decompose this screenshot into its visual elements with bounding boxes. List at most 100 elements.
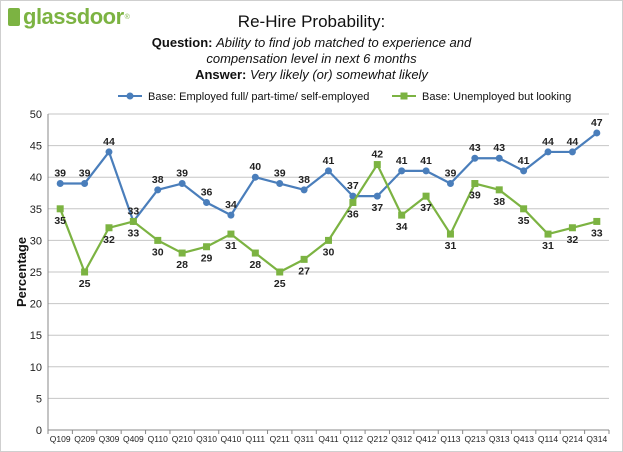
data-point [495,186,503,194]
chart-title: Re-Hire Probability: [237,12,386,31]
data-point [349,198,357,206]
data-label: 38 [493,196,505,208]
data-label: 32 [103,234,115,246]
x-tick-label: Q411 [318,434,338,444]
data-label: 41 [323,155,335,167]
data-point [178,249,186,257]
answer-line: Answer: Very likely (or) somewhat likely [0,67,623,82]
data-point [373,192,381,200]
data-label: 28 [176,259,188,271]
data-label: 33 [128,205,140,217]
x-tick-label: Q110 [148,434,168,444]
data-label: 41 [396,155,408,167]
data-label: 33 [591,227,603,239]
data-label: 32 [567,234,579,246]
data-label: 39 [469,190,481,202]
data-label: 35 [518,215,530,227]
data-point [227,230,235,238]
data-point [398,167,406,175]
data-label: 34 [396,221,408,233]
data-point [276,180,284,188]
y-tick-label: 25 [30,267,42,279]
x-tick-label: Q314 [586,434,607,444]
x-tick-label: Q212 [367,434,388,444]
data-label: 27 [298,265,310,277]
data-point [471,154,479,162]
data-point [373,161,381,169]
y-tick-label: 20 [30,299,42,311]
data-label: 31 [542,240,554,252]
data-point [568,148,576,156]
data-point [105,148,113,156]
data-point [105,224,113,232]
x-tick-label: Q213 [464,434,485,444]
data-label: 42 [371,149,383,161]
data-point [593,129,601,137]
data-point [544,230,552,238]
data-point [227,211,235,219]
data-label: 25 [274,278,286,290]
y-tick-label: 10 [30,362,42,374]
data-point [446,230,454,238]
data-label: 41 [518,155,530,167]
data-point [544,148,552,156]
data-label: 35 [54,215,66,227]
x-tick-label: Q114 [538,434,558,444]
legend-label-0: Base: Employed full/ part-time/ self-emp… [148,91,369,103]
data-point [251,249,259,257]
data-label: 39 [79,168,91,180]
data-label: 43 [493,142,505,154]
data-label: 37 [420,202,432,214]
legend-marker-circle-icon [126,92,134,100]
data-point [203,243,211,251]
x-tick-label: Q311 [294,434,314,444]
data-label: 43 [469,142,481,154]
data-label: 31 [445,240,457,252]
x-tick-label: Q313 [489,434,510,444]
data-label: 39 [274,168,286,180]
x-tick-label: Q112 [343,434,363,444]
data-point [593,217,601,225]
x-tick-label: Q210 [172,434,193,444]
data-point [471,180,479,188]
data-point [398,211,406,219]
data-point [422,192,430,200]
glassdoor-logo: glassdoor ® [8,4,130,30]
data-label: 37 [371,202,383,214]
data-label: 39 [445,168,457,180]
question-text-1: Ability to find job matched to experienc… [216,35,472,50]
data-label: 44 [103,136,115,148]
data-label: 33 [128,227,140,239]
data-label: 47 [591,117,603,129]
glassdoor-logo-icon [8,8,20,26]
data-point [56,180,64,188]
y-tick-label: 0 [36,425,42,437]
x-tick-label: Q209 [74,434,95,444]
data-point [325,236,332,244]
y-tick-label: 50 [30,109,42,121]
data-point [422,167,430,175]
data-point [446,180,454,188]
data-point [251,173,259,181]
data-point [300,255,308,263]
x-tick-label: Q113 [440,434,460,444]
x-tick-label: Q312 [391,434,412,444]
data-label: 39 [176,168,188,180]
data-label: 37 [347,180,359,192]
data-label: 30 [323,246,335,258]
glassdoor-logo-text: glassdoor [23,4,124,29]
data-label: 36 [347,208,359,220]
y-axis-label: Percentage [14,237,29,307]
data-label: 38 [152,174,164,186]
legend-label-1: Base: Unemployed but looking [422,91,571,103]
data-point [81,180,89,188]
x-tick-label: Q413 [513,434,534,444]
data-point [154,186,162,194]
data-point [325,167,332,175]
data-label: 29 [201,253,213,265]
y-tick-label: 30 [30,235,42,247]
data-label: 34 [225,199,237,211]
answer-label: Answer: [195,67,247,82]
